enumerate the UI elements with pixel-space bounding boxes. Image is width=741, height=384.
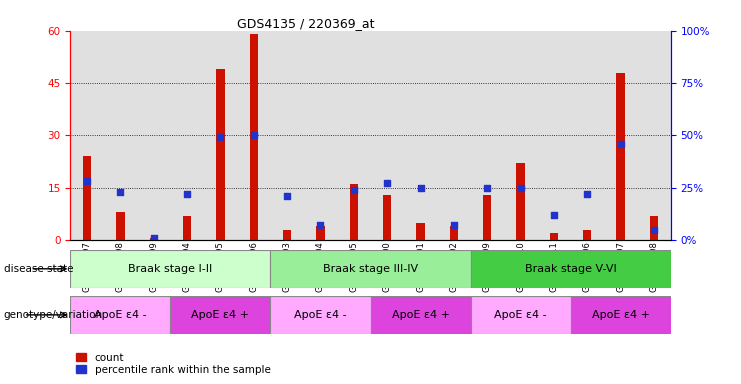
Text: GDS4135 / 220369_at: GDS4135 / 220369_at	[237, 17, 375, 30]
Point	[548, 212, 560, 218]
Bar	[604, 31, 637, 240]
Bar	[250, 34, 258, 240]
Bar	[137, 31, 170, 240]
Point	[281, 193, 293, 199]
Bar	[617, 73, 625, 240]
Bar	[83, 156, 91, 240]
Legend: count, percentile rank within the sample: count, percentile rank within the sample	[72, 348, 275, 379]
Bar	[583, 230, 591, 240]
Text: Braak stage III-IV: Braak stage III-IV	[323, 264, 418, 274]
Point	[181, 191, 193, 197]
Point	[81, 178, 93, 184]
Bar	[571, 296, 671, 334]
Bar	[416, 223, 425, 240]
Point	[415, 185, 427, 191]
Bar	[483, 195, 491, 240]
Point	[614, 141, 626, 147]
Bar	[316, 226, 325, 240]
Bar	[537, 31, 571, 240]
Point	[215, 134, 227, 141]
Bar	[116, 212, 124, 240]
Bar	[70, 31, 104, 240]
Point	[314, 222, 326, 228]
Point	[247, 132, 259, 139]
Bar	[337, 31, 370, 240]
Point	[581, 191, 593, 197]
Bar	[237, 31, 270, 240]
Text: Braak stage I-II: Braak stage I-II	[128, 264, 213, 274]
Text: ApoE ε4 +: ApoE ε4 +	[391, 310, 450, 320]
Bar	[270, 296, 370, 334]
Point	[648, 227, 659, 233]
Point	[348, 187, 360, 193]
Bar	[183, 215, 191, 240]
Bar	[516, 163, 525, 240]
Bar	[170, 31, 204, 240]
Bar	[383, 195, 391, 240]
Bar	[437, 31, 471, 240]
Text: genotype/variation: genotype/variation	[4, 310, 103, 320]
Bar	[204, 31, 237, 240]
Point	[448, 222, 459, 228]
Bar	[471, 31, 504, 240]
Point	[514, 185, 526, 191]
Bar	[304, 31, 337, 240]
Bar	[270, 250, 471, 288]
Bar	[70, 250, 270, 288]
Bar	[370, 296, 471, 334]
Bar	[637, 31, 671, 240]
Text: ApoE ε4 -: ApoE ε4 -	[494, 310, 547, 320]
Bar	[104, 31, 137, 240]
Bar	[150, 238, 158, 240]
Text: Braak stage V-VI: Braak stage V-VI	[525, 264, 617, 274]
Bar	[450, 226, 458, 240]
Bar	[550, 233, 558, 240]
Point	[114, 189, 126, 195]
Bar	[404, 31, 437, 240]
Text: ApoE ε4 -: ApoE ε4 -	[294, 310, 347, 320]
Point	[482, 185, 494, 191]
Bar	[471, 250, 671, 288]
Bar	[350, 184, 358, 240]
Bar	[504, 31, 537, 240]
Bar	[216, 69, 225, 240]
Bar	[471, 296, 571, 334]
Text: disease state: disease state	[4, 264, 73, 274]
Bar	[571, 31, 604, 240]
Text: ApoE ε4 -: ApoE ε4 -	[94, 310, 147, 320]
Point	[147, 235, 160, 241]
Bar	[283, 230, 291, 240]
Bar	[650, 215, 658, 240]
Bar	[370, 31, 404, 240]
Text: ApoE ε4 +: ApoE ε4 +	[591, 310, 650, 320]
Bar	[70, 296, 170, 334]
Bar	[170, 296, 270, 334]
Bar	[270, 31, 304, 240]
Point	[381, 180, 393, 187]
Text: ApoE ε4 +: ApoE ε4 +	[191, 310, 250, 320]
